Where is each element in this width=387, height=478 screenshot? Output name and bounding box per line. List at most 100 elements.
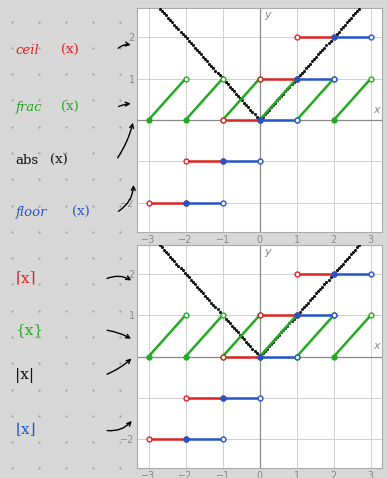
Point — [303, 301, 309, 309]
Point — [358, 239, 365, 247]
Point — [354, 7, 360, 15]
Point — [286, 319, 293, 327]
Text: ⌊x⌋: ⌊x⌋ — [15, 423, 36, 437]
Point — [194, 282, 200, 290]
Point — [227, 319, 233, 327]
Point — [350, 248, 356, 256]
Point — [321, 44, 327, 52]
Point — [253, 349, 260, 357]
Point — [163, 248, 169, 256]
Point — [223, 315, 229, 323]
Point — [262, 347, 268, 355]
Text: x: x — [373, 341, 380, 351]
Point — [229, 322, 235, 329]
Point — [332, 269, 338, 277]
Point — [282, 324, 288, 332]
Point — [270, 338, 276, 346]
Point — [219, 310, 225, 318]
Point — [317, 48, 324, 56]
Point — [239, 333, 245, 341]
Point — [206, 296, 212, 304]
Point — [293, 313, 299, 320]
Point — [233, 90, 239, 98]
Point — [221, 313, 227, 320]
Point — [315, 287, 321, 295]
Point — [313, 53, 319, 61]
Point — [188, 276, 194, 283]
Point — [309, 57, 315, 65]
Point — [252, 110, 258, 118]
Point — [255, 115, 262, 123]
Point — [182, 33, 188, 40]
Text: (x): (x) — [61, 101, 79, 114]
Point — [192, 281, 198, 288]
Point — [183, 271, 190, 279]
Text: |x|: |x| — [15, 368, 34, 383]
Point — [155, 2, 161, 10]
Point — [338, 25, 344, 33]
Point — [214, 69, 221, 76]
Point — [301, 67, 307, 75]
Point — [334, 267, 340, 274]
Point — [272, 336, 278, 343]
Point — [348, 14, 354, 22]
Point — [284, 322, 291, 329]
Point — [350, 11, 356, 19]
Point — [327, 273, 334, 281]
Point — [288, 317, 295, 325]
Point — [295, 74, 301, 81]
Point — [274, 333, 280, 341]
Point — [175, 262, 182, 270]
Point — [352, 246, 358, 253]
Point — [336, 264, 342, 272]
Point — [169, 255, 175, 263]
Text: y: y — [264, 10, 271, 20]
Point — [163, 11, 169, 19]
Point — [307, 60, 313, 67]
Point — [157, 5, 163, 12]
Point — [165, 250, 171, 258]
Point — [247, 106, 253, 113]
Text: abs: abs — [15, 153, 39, 167]
Point — [214, 305, 221, 313]
Point — [358, 2, 365, 10]
Point — [319, 46, 325, 54]
Point — [235, 329, 241, 337]
Point — [336, 28, 342, 35]
Point — [223, 78, 229, 86]
Point — [266, 106, 272, 113]
Point — [198, 51, 204, 58]
Point — [190, 278, 196, 286]
Point — [204, 294, 211, 302]
Point — [231, 87, 237, 95]
Point — [276, 94, 282, 102]
Point — [167, 16, 173, 24]
Point — [334, 30, 340, 38]
Point — [330, 271, 336, 279]
Point — [208, 299, 214, 306]
Point — [200, 290, 206, 297]
Point — [325, 276, 332, 283]
Point — [171, 21, 178, 29]
Text: y: y — [264, 247, 271, 257]
Text: floor: floor — [15, 206, 47, 219]
Point — [216, 308, 223, 315]
Point — [202, 55, 208, 63]
Point — [225, 317, 231, 325]
Point — [346, 253, 352, 261]
Point — [173, 260, 180, 267]
Point — [258, 352, 264, 359]
Text: (x): (x) — [50, 153, 68, 167]
Point — [286, 83, 293, 90]
Point — [159, 7, 165, 15]
Point — [268, 104, 274, 111]
Point — [196, 48, 202, 56]
Point — [202, 292, 208, 300]
Point — [196, 285, 202, 293]
Point — [346, 16, 352, 24]
Point — [321, 281, 327, 288]
Point — [270, 101, 276, 109]
Point — [278, 92, 284, 100]
Point — [231, 324, 237, 332]
Point — [247, 342, 253, 350]
